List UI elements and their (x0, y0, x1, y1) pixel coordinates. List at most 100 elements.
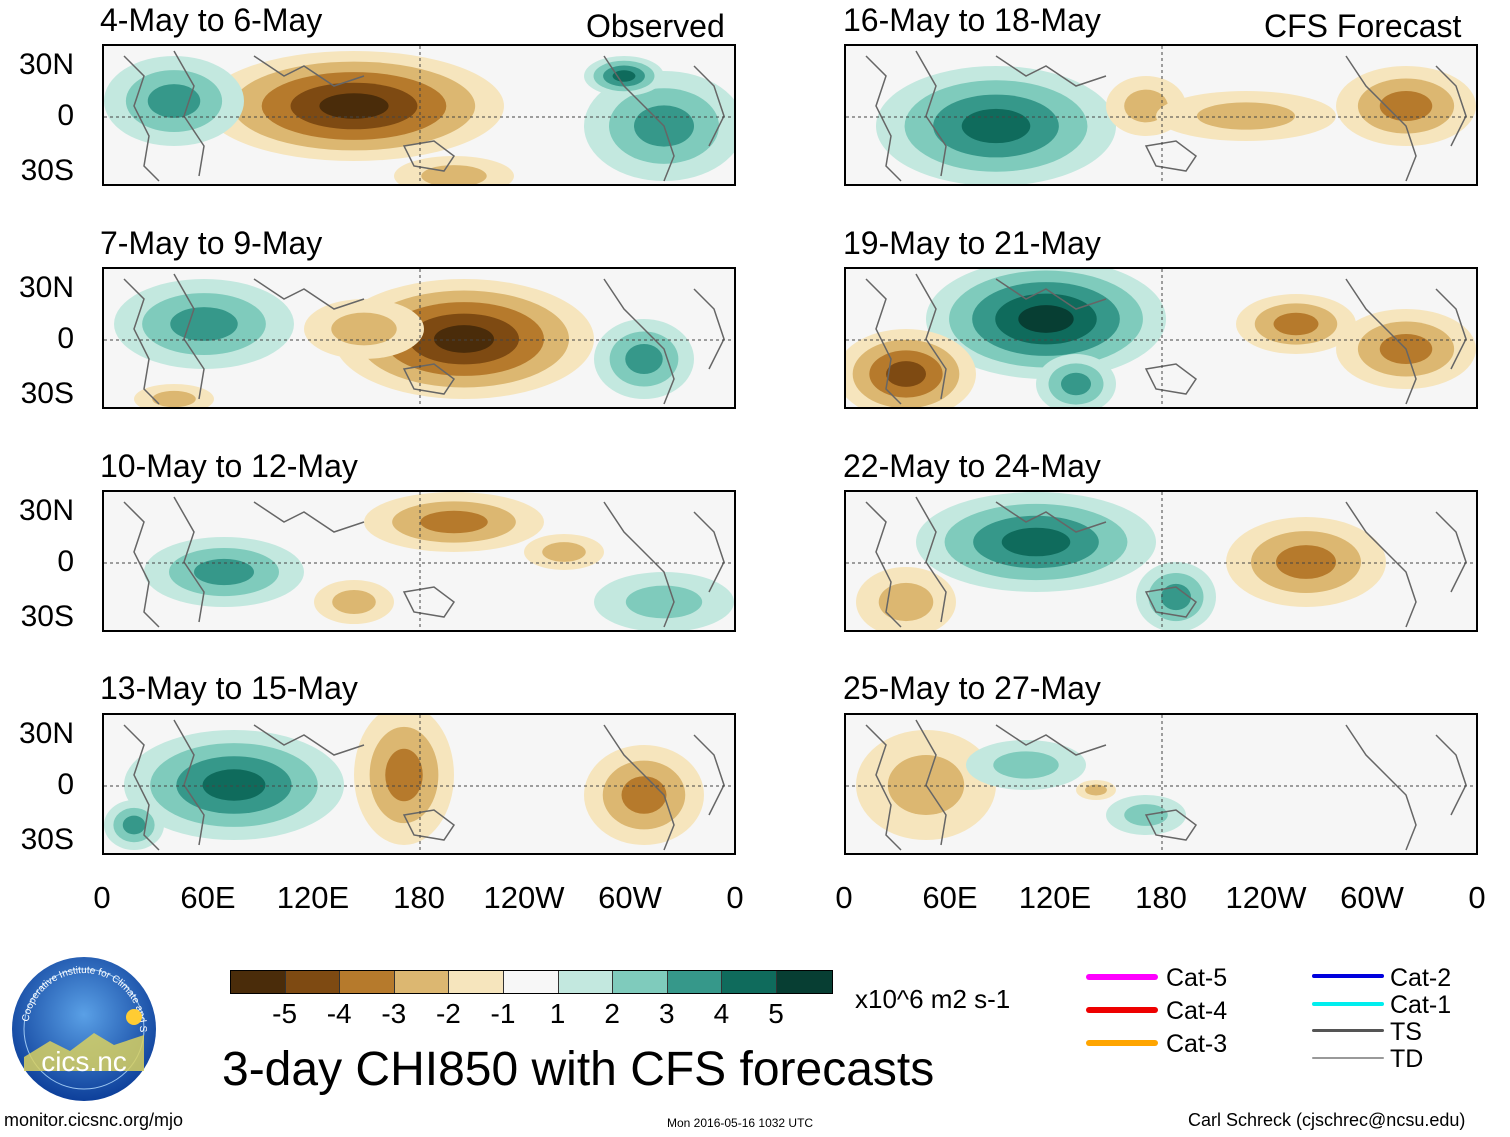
coastline (915, 273, 947, 400)
lat-label-eq-row1: 0 (57, 99, 74, 132)
legend-label-cat2: Cat-2 (1390, 964, 1452, 992)
colorbar-swatch (722, 971, 777, 993)
map-field (846, 46, 1476, 184)
legend-line-cat4 (1086, 1007, 1158, 1013)
lat-label-30s-row2: 30S (20, 377, 74, 410)
colorbar-swatch (776, 971, 832, 993)
colorbar-swatch (449, 971, 504, 993)
colorbar-swatch (558, 971, 614, 993)
coastline (1435, 511, 1467, 593)
coastline (402, 586, 456, 618)
coastline (1435, 734, 1467, 816)
coastline (1345, 724, 1417, 851)
coastline (1345, 55, 1417, 182)
coastline (693, 288, 725, 370)
colorbar-swatch (394, 971, 450, 993)
coastline (915, 496, 947, 623)
footer-timestamp: Mon 2016-05-16 1032 UTC (667, 1116, 814, 1130)
anomaly-contour (878, 582, 934, 622)
lon-label-right-60w: 60W (1340, 880, 1404, 915)
coastline (1144, 363, 1198, 395)
coastline (402, 140, 456, 172)
lon-label-right-180: 180 (1135, 880, 1187, 915)
footer-author: Carl Schreck (cjschrec@ncsu.edu) (1188, 1110, 1466, 1130)
anomaly-contour (152, 390, 196, 407)
panel-title-fcst-4: 25-May to 27-May (843, 670, 1101, 706)
anomaly-contour (993, 751, 1059, 779)
lon-label-left-120w: 120W (483, 880, 565, 915)
logo-name: cics.nc (41, 1046, 127, 1077)
lon-label-left-60e: 60E (180, 880, 236, 915)
map-panel-fcst-1 (844, 44, 1478, 186)
observed-label: Observed (586, 8, 725, 44)
coastline (173, 496, 205, 623)
map-panel-fcst-3 (844, 490, 1478, 632)
colorbar-swatch (503, 971, 559, 993)
lat-label-eq-row4: 0 (57, 768, 74, 801)
colorbar-swatch (667, 971, 723, 993)
coastline (1144, 809, 1198, 841)
coastline (1345, 278, 1417, 405)
legend-label-cat3: Cat-3 (1166, 1030, 1228, 1058)
map-panel-obs-4 (102, 713, 736, 855)
anomaly-contour (122, 815, 146, 835)
anomaly-contour (194, 558, 254, 586)
lon-label-right-360: 0 (1468, 880, 1486, 915)
map-panel-fcst-2 (844, 267, 1478, 409)
coastline (693, 65, 725, 147)
coastline (1435, 65, 1467, 147)
cfs-forecast-label: CFS Forecast (1264, 8, 1462, 44)
colorbar-tick-label: -2 (435, 998, 461, 1029)
anomaly-contour (170, 307, 238, 341)
anomaly-contour (625, 585, 703, 619)
anomaly-contour (1196, 102, 1296, 130)
coastline (865, 55, 902, 182)
coastline (173, 273, 205, 400)
legend-line-cat5 (1086, 974, 1158, 980)
colorbar-tick-label: 1 (549, 998, 566, 1029)
coastline (1144, 586, 1198, 618)
lat-label-30n-row3: 30N (18, 494, 74, 527)
coastline (603, 55, 675, 182)
coastline (995, 724, 1107, 756)
coastline (173, 719, 205, 846)
coastline (915, 50, 947, 177)
lon-label-left-0: 0 (93, 880, 111, 915)
colorbar (230, 970, 833, 994)
colorbar-tick-label: -1 (490, 998, 516, 1029)
colorbar-tick-label: -4 (326, 998, 352, 1029)
anomaly-contour (420, 510, 488, 534)
map-field (846, 269, 1476, 407)
lat-label-eq-row3: 0 (57, 545, 74, 578)
lon-label-left-120e: 120E (276, 880, 350, 915)
lon-label-right-0: 0 (835, 880, 853, 915)
panel-title-fcst-1: 16-May to 18-May (843, 2, 1101, 38)
lon-label-right-60e: 60E (922, 880, 978, 915)
lat-label-eq-row2: 0 (57, 322, 74, 355)
legend-line-ts (1312, 1029, 1384, 1032)
anomaly-contour (147, 84, 201, 118)
coastline (1435, 288, 1467, 370)
map-field (104, 269, 734, 407)
map-field (846, 715, 1476, 853)
lon-label-left-360: 0 (726, 880, 744, 915)
coastline (995, 278, 1107, 310)
map-field (104, 715, 734, 853)
panel-title-obs-2: 7-May to 9-May (100, 225, 323, 261)
lon-label-right-120w: 120W (1225, 880, 1307, 915)
panel-title-obs-1: 4-May to 6-May (100, 2, 323, 38)
map-field (104, 46, 734, 184)
main-title: 3-day CHI850 with CFS forecasts (222, 1043, 935, 1096)
lon-label-right-120e: 120E (1018, 880, 1092, 915)
coastline (865, 501, 902, 628)
anomaly-contour (1018, 305, 1074, 333)
legend-label-cat5: Cat-5 (1166, 964, 1228, 992)
coastline (123, 501, 160, 628)
legend-line-cat2 (1312, 974, 1384, 978)
anomaly-contour (434, 325, 494, 353)
anomaly-contour (1001, 527, 1071, 557)
anomaly-contour (331, 312, 397, 346)
colorbar-swatch (285, 971, 341, 993)
legend-label-cat1: Cat-1 (1390, 991, 1452, 1019)
map-panel-obs-2 (102, 267, 736, 409)
